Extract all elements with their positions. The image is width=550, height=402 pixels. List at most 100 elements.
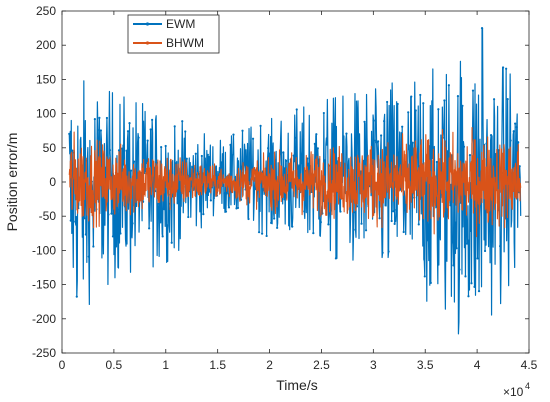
data-point (319, 221, 322, 224)
data-point (476, 257, 479, 260)
data-point (241, 129, 244, 132)
data-point (514, 122, 517, 125)
legend-label-ewm: EWM (166, 17, 195, 31)
data-point (447, 84, 450, 87)
data-point (160, 145, 163, 149)
data-point (164, 144, 167, 148)
legend: EWM BHWM (127, 14, 220, 54)
data-point (426, 239, 429, 242)
data-point (334, 257, 338, 260)
data-point (465, 242, 469, 245)
data-point (300, 162, 303, 165)
data-point (387, 250, 390, 253)
y-tick-label: -150 (32, 278, 56, 292)
data-point (137, 136, 140, 139)
x-multiplier-exponent: 4 (525, 381, 530, 391)
data-point (419, 93, 422, 97)
data-point (444, 219, 447, 223)
series-line-ewm (68, 27, 522, 335)
data-point (404, 209, 407, 212)
legend-marker-bhwm (145, 41, 150, 45)
data-point (291, 225, 294, 228)
data-point (464, 275, 467, 278)
data-point (185, 157, 188, 160)
data-point (355, 205, 359, 208)
data-point (357, 133, 360, 136)
data-point (93, 118, 96, 121)
data-point (268, 152, 271, 155)
data-point (423, 275, 426, 278)
data-point (224, 210, 228, 213)
data-point (483, 249, 487, 253)
x-tick-label: 3 (370, 358, 377, 372)
data-point (176, 201, 179, 204)
y-tick-label: -250 (32, 346, 56, 360)
y-tick-label: 150 (36, 72, 56, 86)
data-point (187, 215, 190, 219)
data-point (229, 143, 232, 147)
data-point (166, 224, 169, 227)
data-point (202, 213, 205, 216)
data-point (352, 211, 356, 214)
data-point (462, 145, 466, 148)
data-point (206, 153, 209, 156)
y-tick-label: 50 (43, 141, 57, 155)
x-tick-label: 1 (162, 358, 169, 372)
data-point (247, 217, 250, 221)
data-point (443, 99, 446, 102)
data-point (260, 232, 264, 235)
data-point (398, 151, 401, 154)
data-point (131, 222, 134, 225)
data-point (401, 125, 404, 128)
x-axis-multiplier: ×10 4 (503, 381, 530, 399)
data-point (364, 229, 368, 232)
data-point (125, 149, 128, 152)
data-point (149, 128, 152, 131)
data-point (101, 226, 104, 229)
data-point (98, 116, 101, 119)
data-point (120, 147, 124, 150)
data-point (257, 231, 261, 234)
data-point (492, 98, 496, 101)
data-point (68, 132, 71, 135)
x-multiplier-base: ×10 (503, 385, 524, 399)
legend-marker-ewm (145, 22, 150, 26)
data-point (96, 128, 99, 132)
data-point (381, 251, 384, 254)
data-point (417, 223, 420, 226)
data-point (108, 149, 112, 152)
data-point (273, 217, 276, 220)
data-point (92, 245, 95, 248)
data-point (313, 142, 316, 146)
data-point (178, 217, 181, 221)
data-point (316, 147, 319, 150)
data-point (294, 136, 297, 139)
data-point (458, 268, 461, 271)
data-point (422, 102, 425, 105)
data-point (315, 133, 318, 136)
data-point (220, 161, 223, 164)
y-tick-label: 0 (49, 175, 56, 189)
data-point (437, 108, 440, 111)
data-point (276, 226, 279, 229)
series-bhwm (68, 127, 522, 238)
data-point (414, 109, 417, 112)
data-point (345, 132, 348, 135)
data-point (452, 264, 455, 267)
data-point (389, 165, 392, 169)
data-point (468, 153, 472, 157)
data-point (373, 139, 377, 142)
data-point (515, 125, 518, 129)
data-point (390, 219, 393, 223)
data-point (283, 167, 286, 170)
data-point (360, 222, 363, 225)
data-point (126, 130, 130, 133)
ticks-layer: 0 0.5 1 1.5 2 2.5 3 3.5 4 4.5 -250 -200 -150 -100 -50 0… (32, 4, 538, 372)
data-point (148, 227, 151, 230)
data-point (461, 104, 464, 107)
data-point (429, 281, 432, 284)
data-point (265, 234, 268, 238)
legend-label-bhwm: BHWM (166, 36, 204, 50)
y-tick-label: 200 (36, 38, 56, 52)
data-point (378, 217, 381, 220)
